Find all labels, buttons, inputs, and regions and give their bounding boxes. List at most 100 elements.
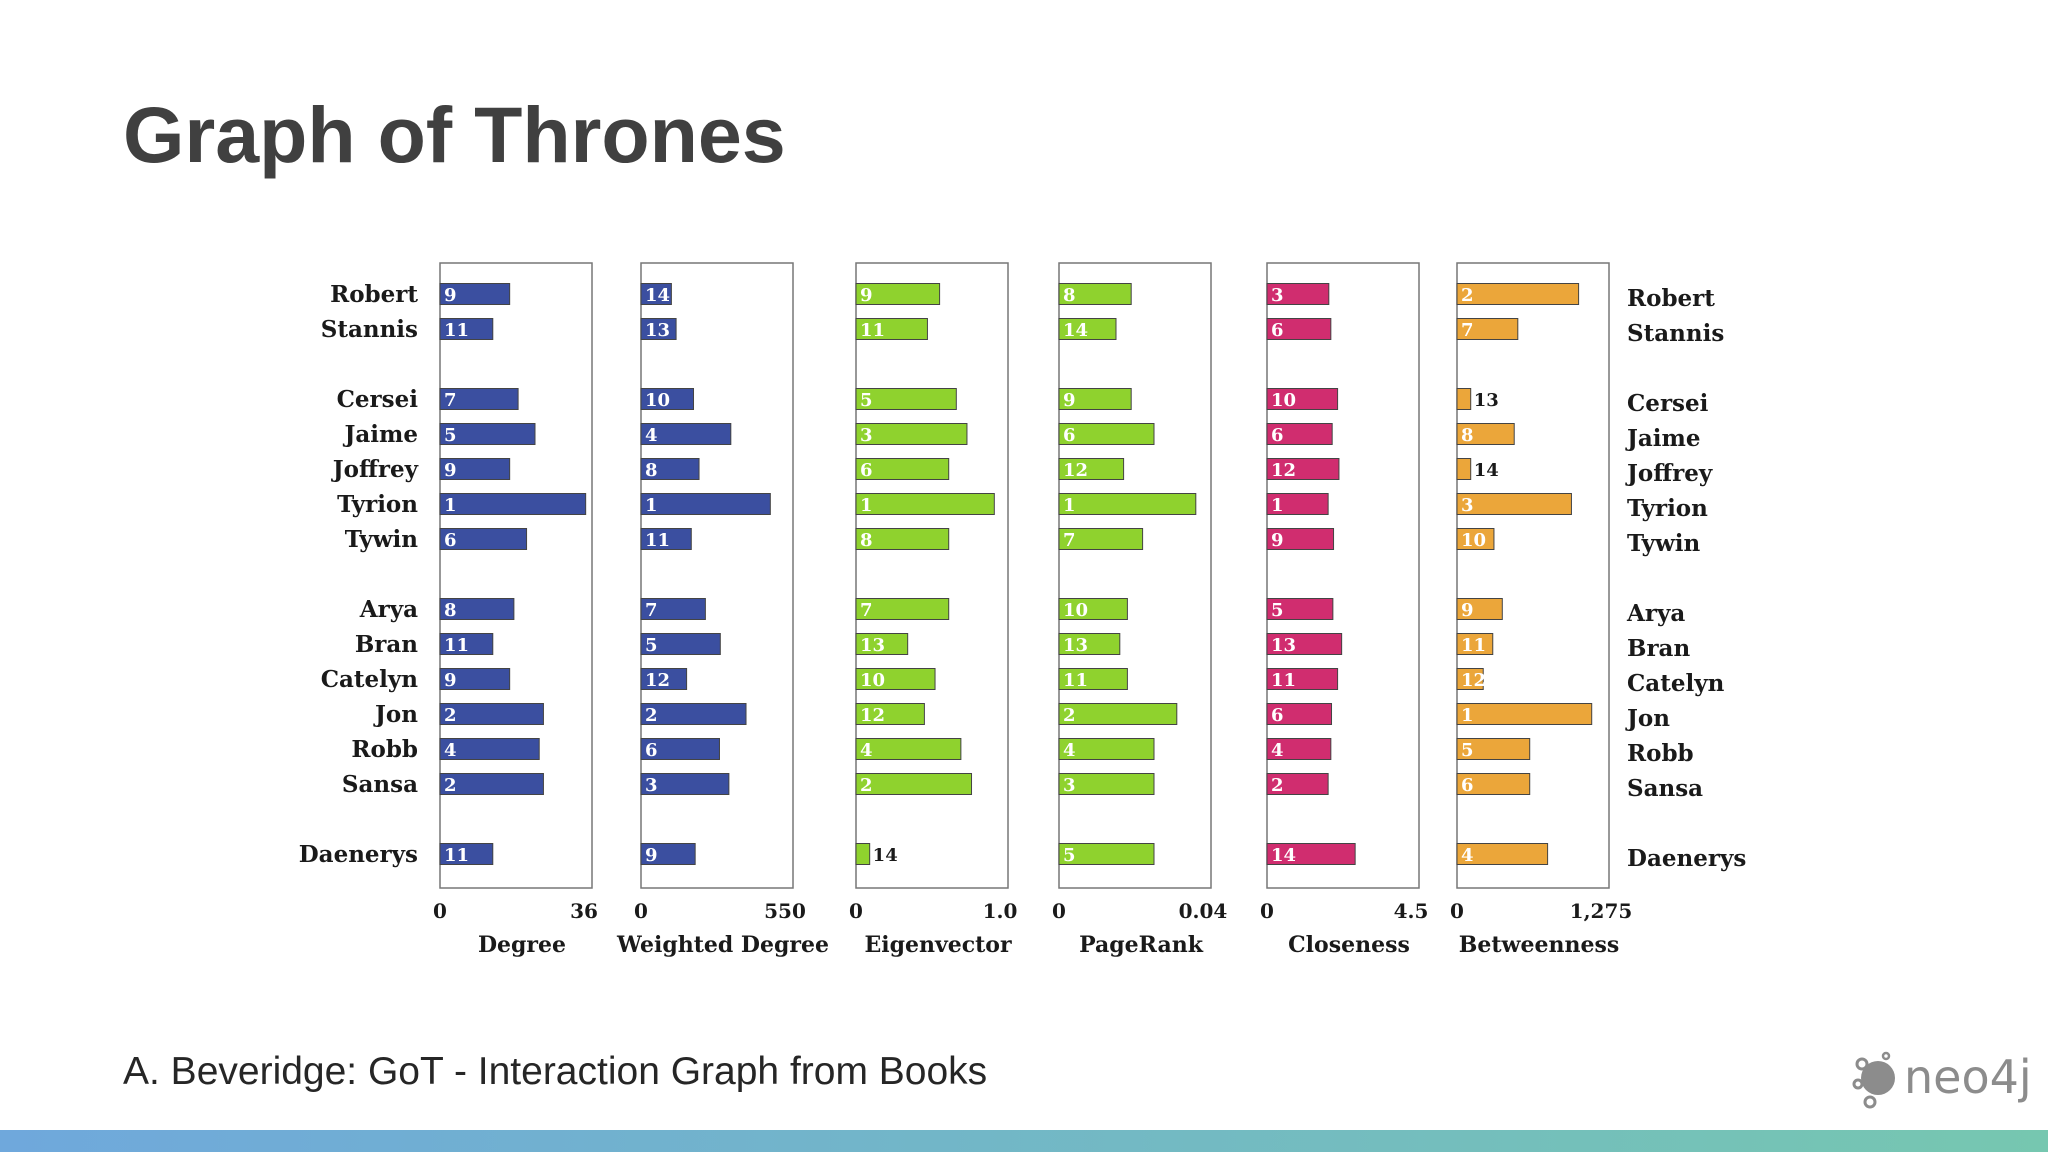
row-label-catelyn: Catelyn <box>321 666 419 693</box>
rank-label: 12 <box>1461 670 1486 691</box>
bar-bran <box>1266 633 1343 655</box>
right-label-tyrion: Tyrion <box>1627 495 1708 522</box>
bar-tywin <box>439 528 528 550</box>
bar-catelyn <box>1058 668 1128 690</box>
rank-label: 13 <box>1474 390 1499 411</box>
rank-label: 12 <box>1063 460 1088 481</box>
rank-label: 3 <box>1271 285 1284 306</box>
rank-label: 13 <box>1271 635 1296 656</box>
rank-label: 9 <box>645 845 658 866</box>
rank-label: 12 <box>860 705 885 726</box>
rank-label: 6 <box>1271 425 1284 446</box>
source-caption: A. Beveridge: GoT - Interaction Graph fr… <box>123 1050 988 1093</box>
rank-label: 1 <box>1271 495 1284 516</box>
bar-robert <box>640 283 672 305</box>
bar-sansa <box>1058 773 1155 795</box>
rank-label: 9 <box>1461 600 1474 621</box>
bar-sansa <box>640 773 730 795</box>
row-label-jon: Jon <box>373 701 418 728</box>
rank-label: 2 <box>1461 285 1474 306</box>
panel-frame <box>439 262 593 889</box>
rank-label: 10 <box>1271 390 1296 411</box>
rank-label: 9 <box>444 285 457 306</box>
panel-closeness: 3 6 10 6 12 1 9 5 13 11 6 4 2 14 0 4.5 Closeness <box>1260 262 1428 958</box>
right-label-jaime: Jaime <box>1625 425 1701 452</box>
rank-label: 2 <box>1271 775 1284 796</box>
bar-catelyn <box>1456 668 1484 690</box>
rank-label: 2 <box>444 775 457 796</box>
row-label-cersei: Cersei <box>337 386 419 413</box>
rank-label: 11 <box>1063 670 1088 691</box>
bar-arya <box>855 598 950 620</box>
bar-robert <box>1058 283 1132 305</box>
panel-frame <box>1456 262 1610 889</box>
rank-label: 6 <box>860 460 873 481</box>
bar-arya <box>439 598 515 620</box>
rank-label: 11 <box>645 530 670 551</box>
tick-max: 1,275 <box>1570 899 1633 923</box>
rank-label: 1 <box>444 495 457 516</box>
bar-robert <box>855 283 941 305</box>
rank-label: 9 <box>860 285 873 306</box>
bar-jon <box>1456 703 1593 725</box>
axis-label: Weighted Degree <box>616 932 829 958</box>
rank-label: 9 <box>444 670 457 691</box>
rank-label: 1 <box>1461 705 1474 726</box>
bar-daenerys <box>439 843 494 865</box>
rank-label: 8 <box>1461 425 1474 446</box>
rank-label: 8 <box>444 600 457 621</box>
graph-node-icon <box>1852 1051 1895 1109</box>
bar-tywin <box>1058 528 1144 550</box>
right-label-cersei: Cersei <box>1627 390 1709 417</box>
rank-label: 6 <box>444 530 457 551</box>
bar-daenerys <box>1456 843 1549 865</box>
row-label-robb: Robb <box>351 736 418 763</box>
tick-min: 0 <box>1260 899 1274 923</box>
bar-jaime <box>1456 423 1515 445</box>
rank-label: 9 <box>1271 530 1284 551</box>
tick-min: 0 <box>1450 899 1464 923</box>
rank-label: 4 <box>444 740 457 761</box>
rank-label: 11 <box>444 635 469 656</box>
rank-label: 12 <box>645 670 670 691</box>
rank-label: 1 <box>860 495 873 516</box>
right-label-stannis: Stannis <box>1627 320 1724 347</box>
row-label-tywin: Tywin <box>345 526 418 553</box>
rank-label: 6 <box>1461 775 1474 796</box>
bar-tywin <box>640 528 692 550</box>
bar-catelyn <box>1266 668 1339 690</box>
rank-label: 13 <box>860 635 885 656</box>
rank-label: 5 <box>860 390 873 411</box>
row-label-robert: Robert <box>330 281 418 308</box>
rank-label: 5 <box>645 635 658 656</box>
rank-label: 3 <box>1461 495 1474 516</box>
centrality-chart: Robert Stannis Cersei Jaime Joffrey Tyrion Tyw… <box>299 262 1746 958</box>
bar-joffrey <box>1456 458 1472 480</box>
bar-catelyn <box>855 668 936 690</box>
bar-cersei <box>855 388 957 410</box>
rank-label: 4 <box>1063 740 1076 761</box>
rank-label: 14 <box>645 285 670 306</box>
bar-jon <box>1266 703 1333 725</box>
rank-label: 9 <box>444 460 457 481</box>
bar-jon <box>640 703 747 725</box>
rank-label: 8 <box>1063 285 1076 306</box>
row-label-stannis: Stannis <box>321 316 418 343</box>
row-label-jaime: Jaime <box>343 421 419 448</box>
right-label-daenerys: Daenerys <box>1627 845 1746 872</box>
bar-stannis <box>1266 318 1332 340</box>
slide-title: Graph of Thrones <box>123 90 786 179</box>
tick-max: 36 <box>570 899 598 923</box>
panel-frame <box>855 262 1009 889</box>
rank-label: 14 <box>1271 845 1296 866</box>
rank-label: 2 <box>444 705 457 726</box>
rank-label: 2 <box>860 775 873 796</box>
bar-stannis <box>640 318 677 340</box>
rank-label: 5 <box>444 425 457 446</box>
bar-tyrion <box>855 493 995 515</box>
bar-tyrion <box>1266 493 1329 515</box>
rank-label: 1 <box>1063 495 1076 516</box>
